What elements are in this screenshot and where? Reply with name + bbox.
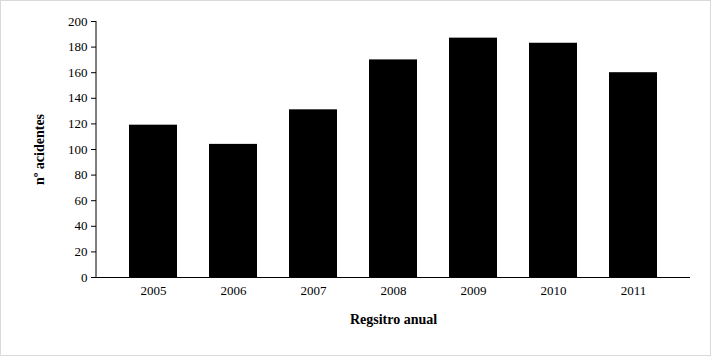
svg-text:2010: 2010: [541, 283, 567, 298]
svg-text:120: 120: [68, 116, 88, 131]
svg-text:2005: 2005: [141, 283, 167, 298]
svg-text:2008: 2008: [381, 283, 407, 298]
svg-text:0: 0: [81, 270, 88, 285]
svg-text:2006: 2006: [221, 283, 248, 298]
svg-text:180: 180: [68, 39, 88, 54]
svg-text:160: 160: [68, 65, 88, 80]
svg-text:140: 140: [68, 90, 88, 105]
svg-text:100: 100: [68, 142, 88, 157]
svg-text:nº acidentes: nº acidentes: [32, 113, 47, 185]
svg-text:Regsitro anual: Regsitro anual: [350, 312, 437, 327]
svg-text:40: 40: [75, 218, 88, 233]
svg-text:2007: 2007: [301, 283, 328, 298]
svg-text:20: 20: [75, 244, 88, 259]
svg-text:2011: 2011: [621, 283, 647, 298]
svg-text:60: 60: [75, 193, 88, 208]
svg-text:200: 200: [68, 14, 88, 29]
svg-text:80: 80: [75, 167, 88, 182]
svg-text:2009: 2009: [461, 283, 487, 298]
